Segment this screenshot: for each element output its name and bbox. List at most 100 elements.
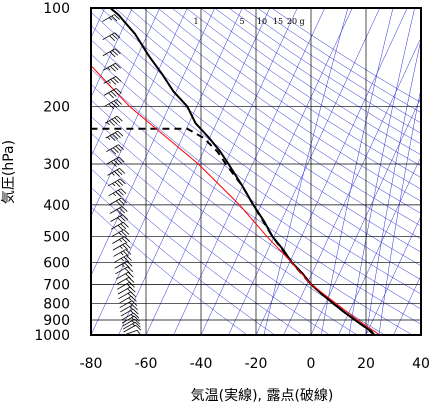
wind-barb	[119, 300, 138, 309]
wind-barb	[102, 8, 103, 9]
dry-adiabat-line	[91, 99, 413, 335]
wind-barb	[114, 255, 132, 263]
wind-barb	[104, 115, 123, 127]
isotherm-line	[420, 334, 421, 335]
dry-adiabat-line	[185, 8, 421, 167]
dry-adiabat-line	[200, 8, 421, 156]
isotherm-line	[91, 8, 161, 158]
wind-barb	[115, 266, 134, 275]
wind-barb	[112, 242, 131, 251]
x-tick-label: 40	[412, 356, 430, 372]
wind-barb	[110, 214, 129, 223]
wind-barb	[103, 76, 122, 85]
wind-barb	[108, 188, 127, 198]
isotherm-line	[228, 8, 381, 335]
x-tick-labels: -80 -60 -40 -20 0 20 40	[80, 356, 430, 372]
dry-adiabat-line	[157, 8, 421, 190]
mixing-ratio-label: 10	[257, 17, 267, 26]
mixing-ratio-line	[378, 87, 421, 335]
wind-barb	[113, 249, 132, 257]
wind-barb	[107, 178, 126, 188]
dry-adiabat-line	[143, 8, 421, 202]
wind-barb	[110, 221, 129, 231]
isotherm-line	[310, 96, 421, 335]
dry-adiabat-line	[257, 8, 421, 113]
wind-barb	[106, 144, 124, 155]
x-tick-label: -60	[135, 356, 158, 372]
wind-barb	[102, 48, 121, 58]
dry-adiabat-line	[91, 25, 421, 267]
wind-barb	[122, 318, 141, 327]
dry-adiabat-line	[91, 39, 421, 281]
y-tick-label: 800	[43, 296, 70, 312]
dry-adiabat-line	[242, 8, 421, 124]
isotherm-line	[200, 8, 353, 335]
mixing-ratio-label: 1	[193, 17, 198, 26]
x-tick-label: -40	[190, 356, 213, 372]
mixing-ratio-line	[348, 8, 415, 335]
wind-barb	[114, 260, 133, 269]
x-tick-label: -80	[80, 356, 103, 372]
y-tick-label: 1000	[34, 328, 70, 344]
dry-adiabat-line	[91, 168, 303, 335]
mixing-ratio-label: 15	[273, 17, 283, 26]
isotherm-line	[393, 274, 421, 335]
x-axis-label: 気温(実線), 露点(破線)	[191, 388, 334, 404]
wind-barb	[106, 156, 125, 167]
dry-adiabat-line	[91, 187, 275, 335]
y-tick-label: 700	[43, 277, 70, 293]
wind-barb	[105, 130, 124, 141]
wind-barb	[121, 315, 140, 324]
dry-adiabat-line	[129, 8, 421, 214]
wind-barb	[109, 197, 127, 207]
mixing-ratio-line	[320, 8, 394, 335]
isotherm-line	[283, 37, 421, 335]
dry-adiabat-line	[91, 68, 421, 310]
wind-barb	[112, 236, 131, 244]
isotherm-line	[91, 8, 243, 335]
plot-frame	[90, 7, 422, 336]
dry-adiabat-line	[91, 150, 330, 335]
wind-barbs	[102, 8, 142, 335]
wind-barb	[107, 168, 126, 177]
dry-adiabat-line	[91, 83, 421, 325]
isotherm-line	[91, 8, 188, 217]
wind-barb	[111, 229, 130, 237]
isotherm-line	[255, 8, 408, 335]
dry-adiabat-line	[91, 132, 358, 335]
wind-barb	[103, 62, 121, 72]
isotherm-line	[173, 8, 326, 335]
dry-adiabat-line	[100, 8, 421, 240]
mixing-ratio-line	[366, 38, 421, 335]
isotherm-line	[145, 8, 298, 335]
isotherm-line	[91, 8, 216, 277]
y-tick-label: 300	[43, 157, 70, 173]
wind-barb	[122, 321, 141, 330]
wind-barb	[115, 271, 134, 280]
x-tick-label: 20	[357, 356, 375, 372]
y-tick-label: 200	[43, 99, 70, 115]
x-tick-label: 0	[307, 356, 316, 372]
wind-barb	[117, 286, 136, 295]
temperature-line	[109, 8, 376, 335]
y-tick-label: 600	[43, 255, 70, 271]
y-axis-label: 気圧(hPa)	[1, 140, 17, 204]
dry-adiabat-line	[91, 11, 421, 253]
wind-barb	[117, 281, 135, 290]
wind-barb	[120, 308, 139, 317]
wind-barb	[104, 99, 123, 110]
dewpoint-line	[91, 127, 375, 335]
wind-barb	[121, 312, 140, 321]
wind-barb	[109, 206, 128, 215]
background-lines	[91, 8, 421, 335]
wind-barb	[120, 304, 138, 313]
dry-adiabat-line	[214, 8, 421, 145]
dry-adiabat-line	[114, 8, 421, 227]
dry-adiabat-line	[91, 53, 421, 295]
isotherm-line	[338, 156, 421, 335]
mixing-ratio-label: 20	[287, 17, 297, 26]
parcel-line	[91, 65, 381, 335]
y-tick-label: 500	[43, 230, 70, 246]
